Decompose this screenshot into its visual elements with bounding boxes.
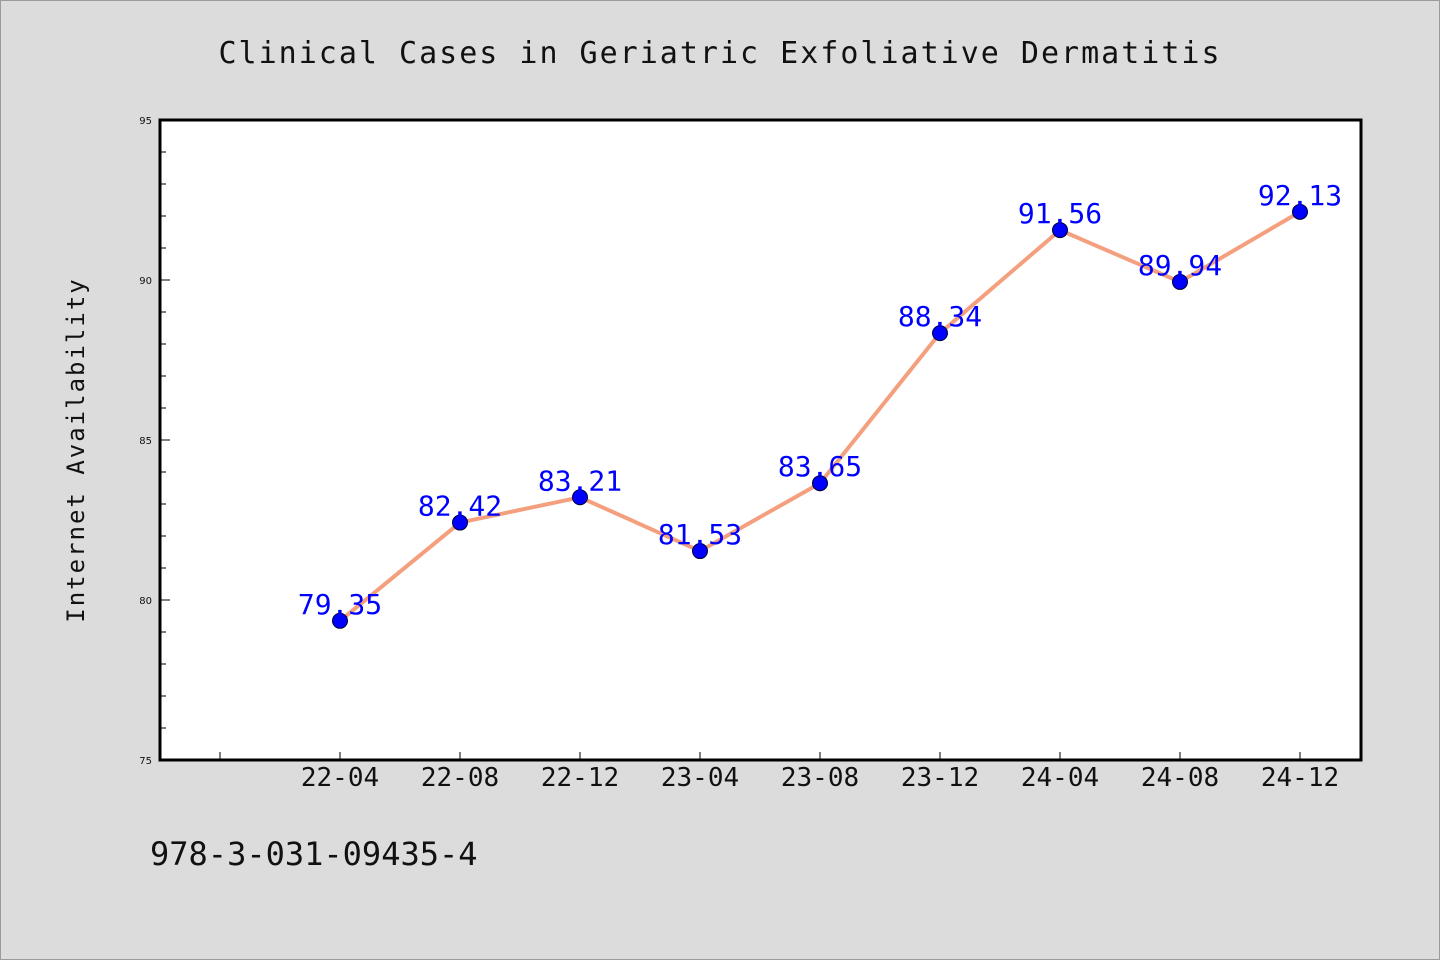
data-point (1052, 222, 1068, 239)
x-tick-label: 24-12 (1261, 763, 1339, 793)
plot-area (158, 118, 1363, 762)
x-tick-label: 23-08 (781, 763, 859, 793)
data-point (452, 514, 468, 531)
data-point (692, 543, 708, 560)
y-tick-label: 75 (139, 756, 152, 767)
data-label: 79.35 (298, 588, 382, 621)
x-tick-label: 24-04 (1021, 763, 1099, 793)
data-label: 81.53 (658, 518, 742, 551)
data-point (1292, 203, 1308, 220)
data-label: 92.13 (1258, 179, 1342, 212)
x-tick-label: 23-12 (901, 763, 979, 793)
y-tick-label: 85 (139, 436, 152, 447)
y-axis: 75 80 85 90 95 (139, 116, 170, 767)
x-tick-label: 22-12 (541, 763, 619, 793)
y-tick-label: 80 (139, 596, 152, 607)
data-label: 91.56 (1018, 197, 1102, 230)
y-tick-label: 90 (139, 276, 152, 287)
data-label: 83.21 (538, 464, 622, 497)
point-labels-group: 79.35 82.42 83.21 81.53 83.65 88.34 91.56 89.94… (298, 179, 1342, 621)
x-axis: 22-04 22-08 22-12 23-04 23-08 23-12 24-04 24-08… (219, 752, 1339, 793)
series-group (332, 203, 1308, 629)
y-tick-label: 95 (139, 116, 152, 127)
data-point (812, 475, 828, 492)
x-tick-label: 24-08 (1141, 763, 1219, 793)
data-label: 88.34 (898, 300, 982, 333)
isbn-code: 978-3-031-09435-4 (150, 835, 478, 873)
data-point (572, 489, 588, 506)
data-label: 82.42 (418, 490, 502, 523)
y-axis-label: Internet Availability (62, 277, 90, 622)
x-tick-label: 23-04 (661, 763, 739, 793)
x-tick-label: 22-08 (421, 763, 499, 793)
chart-title: Clinical Cases in Geriatric Exfoliative … (218, 36, 1221, 71)
data-point (1172, 273, 1188, 290)
data-label: 83.65 (778, 450, 862, 483)
data-label: 89.94 (1138, 249, 1222, 282)
x-tick-label: 22-04 (301, 763, 379, 793)
data-point (932, 325, 948, 342)
data-point (332, 612, 348, 629)
